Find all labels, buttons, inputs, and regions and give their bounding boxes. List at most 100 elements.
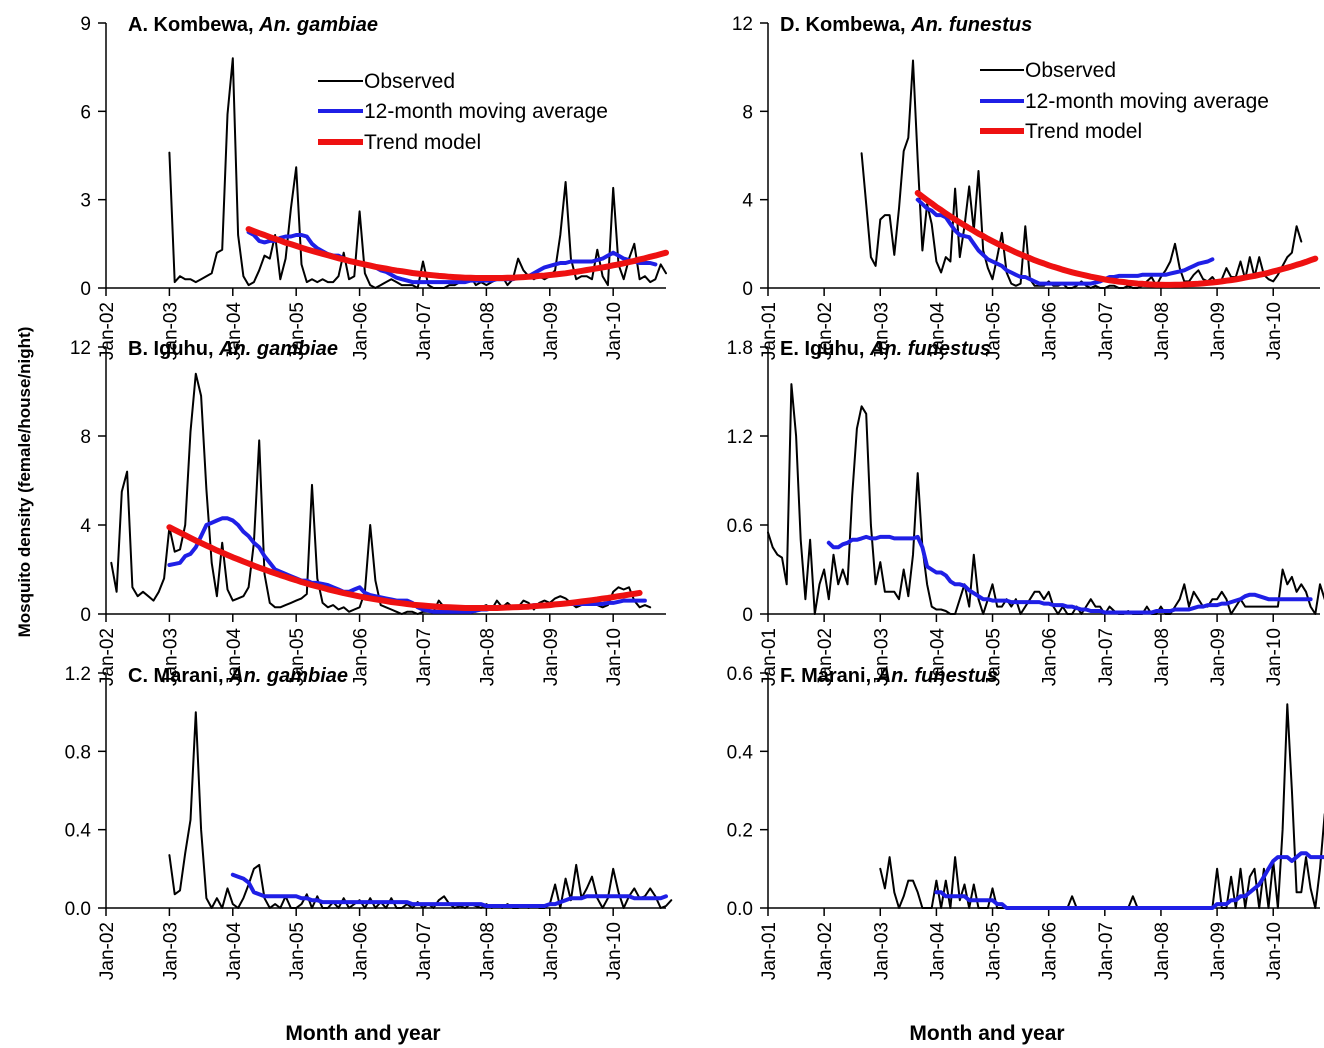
lines-layer — [110, 57, 1324, 910]
panel-e-y-tick-label: 1.2 — [727, 427, 753, 448]
panel-d-x-tick-label: Jan-03 — [871, 302, 892, 360]
panel-f-observed-line — [879, 703, 1324, 909]
panel-e-axes — [760, 346, 1320, 622]
legend-a: Observed 12-month moving average Trend m… — [318, 70, 608, 154]
panel-a-y-tick-label: 0 — [80, 279, 91, 300]
panel-a-y-tick-label: 3 — [80, 191, 91, 212]
panel-e-y-tick-label: 0.6 — [727, 516, 753, 537]
panel-a-y-tick-label: 6 — [80, 102, 91, 123]
panel-b-y-tick-label: 12 — [70, 338, 91, 359]
panel-f-title-species: An. funestus — [876, 665, 998, 687]
panel-f-x-tick-label: Jan-04 — [927, 922, 948, 981]
panel-a-title-site: A. Kombewa, — [128, 14, 259, 36]
axes-layer — [98, 22, 1320, 916]
panel-d-y-tick-label: 8 — [742, 102, 753, 123]
panel-e-x-tick-label: Jan-01 — [759, 628, 780, 686]
panel-e-title-site: E. Iguhu, — [780, 338, 870, 360]
panel-a-x-tick-label: Jan-03 — [160, 302, 181, 360]
panel-b-x-tick-label: Jan-08 — [477, 628, 498, 686]
panel-b-y-tick-label: 0 — [80, 605, 91, 626]
panel-f-title: F. Marani, An. funestus — [780, 665, 998, 687]
panel-c-y-tick-label: 1.2 — [65, 664, 91, 685]
panel-f-x-tick-label: Jan-08 — [1152, 922, 1173, 980]
panel-c-x-tick-label: Jan-09 — [541, 922, 562, 980]
panel-d-title: D. Kombewa, An. funestus — [780, 14, 1032, 36]
panel-d-x-tick-label: Jan-08 — [1152, 302, 1173, 360]
panel-a-x-tick-label: Jan-05 — [287, 302, 308, 360]
panel-e-x-tick-label: Jan-07 — [1096, 628, 1117, 686]
legend-a-trend-label: Trend model — [364, 131, 481, 154]
panel-a-x-tick-label: Jan-04 — [224, 302, 245, 361]
x-axis-label-right: Month and year — [909, 1022, 1064, 1045]
panel-f-x-tick-label: Jan-10 — [1264, 922, 1285, 980]
panel-c-title: C. Marani, An. gambiae — [128, 665, 348, 687]
panel-f-x-tick-label: Jan-07 — [1096, 922, 1117, 980]
panel-f-y-tick-label: 0.4 — [727, 742, 754, 763]
panel-b-x-tick-label: Jan-09 — [541, 628, 562, 686]
panel-b-y-tick-label: 4 — [80, 516, 91, 537]
panel-f-axes — [760, 672, 1320, 916]
panel-c-axes — [98, 672, 666, 916]
panel-f-title-site: F. Marani, — [780, 665, 877, 687]
panel-b-trend-model-line — [166, 524, 643, 611]
panel-e-x-tick-label: Jan-08 — [1152, 628, 1173, 686]
panel-d-title-species: An. funestus — [910, 14, 1032, 36]
panel-d-x-tick-label: Jan-10 — [1264, 302, 1285, 360]
panel-e-x-tick-label: Jan-04 — [927, 628, 948, 687]
panel-d-x-tick-label: Jan-04 — [927, 302, 948, 361]
legend-a-observed-label: Observed — [364, 70, 455, 93]
panel-d-x-tick-label: Jan-05 — [984, 302, 1005, 360]
panel-c-x-tick-label: Jan-02 — [97, 922, 118, 980]
panel-c-y-tick-label: 0.8 — [65, 742, 91, 763]
panel-a-title: A. Kombewa, An. gambiae — [128, 14, 378, 36]
panel-f-x-tick-label: Jan-05 — [984, 922, 1005, 980]
panel-e-y-tick-label: 1.8 — [727, 338, 753, 359]
panel-d-y-tick-label: 0 — [742, 279, 753, 300]
panel-b-x-tick-label: Jan-04 — [224, 628, 245, 687]
panel-a-x-tick-label: Jan-02 — [97, 302, 118, 360]
legend-a-ma-label: 12-month moving average — [364, 100, 608, 123]
x-axis-label-left: Month and year — [285, 1022, 440, 1045]
panel-b-x-tick-label: Jan-02 — [97, 628, 118, 686]
panel-d-y-tick-label: 12 — [732, 14, 753, 35]
panel-e-x-tick-label: Jan-06 — [1040, 628, 1061, 686]
panel-c-x-tick-label: Jan-05 — [287, 922, 308, 980]
panel-d-title-site: D. Kombewa, — [780, 14, 911, 36]
panel-e-x-tick-label: Jan-02 — [815, 628, 836, 686]
panel-c-title-site: C. Marani, — [128, 665, 229, 687]
panel-c-x-tick-label: Jan-03 — [160, 922, 181, 980]
panel-e-x-tick-label: Jan-09 — [1208, 628, 1229, 686]
panel-c-x-tick-label: Jan-06 — [351, 922, 372, 980]
panel-f-x-tick-label: Jan-03 — [871, 922, 892, 980]
panel-f-moving-average-line — [934, 851, 1324, 910]
panel-c-title-species: An. gambiae — [228, 665, 348, 687]
panel-b-x-tick-label: Jan-03 — [160, 628, 181, 686]
panel-a-x-tick-label: Jan-10 — [604, 302, 625, 360]
panel-b-title: B. Iguhu, An. gambiae — [128, 338, 338, 360]
panel-a-moving-average-line — [246, 230, 658, 285]
panel-f-x-tick-label: Jan-09 — [1208, 922, 1229, 980]
panel-f-x-tick-label: Jan-02 — [815, 922, 836, 980]
panel-e-moving-average-line — [826, 534, 1313, 615]
legend-d-ma-label: 12-month moving average — [1025, 90, 1269, 113]
panel-c-moving-average-line — [230, 872, 668, 908]
panel-a-trend-model-line — [245, 226, 669, 281]
panel-b-y-tick-label: 8 — [80, 427, 91, 448]
panel-f-y-tick-label: 0.0 — [727, 899, 753, 920]
panel-c-y-tick-label: 0.0 — [65, 899, 91, 920]
panel-b-x-tick-label: Jan-10 — [604, 628, 625, 686]
panel-a-title-species: An. gambiae — [258, 14, 378, 36]
panel-d-axes — [760, 22, 1320, 296]
panel-a-x-tick-label: Jan-06 — [351, 302, 372, 360]
panel-a-x-tick-label: Jan-08 — [477, 302, 498, 360]
panel-c-y-tick-label: 0.4 — [65, 821, 92, 842]
panel-f-x-tick-label: Jan-01 — [759, 922, 780, 980]
panel-d-x-tick-label: Jan-09 — [1208, 302, 1229, 360]
panel-c-x-tick-label: Jan-10 — [604, 922, 625, 980]
panel-d-observed-line — [860, 59, 1303, 289]
y-axis-label: Mosquito density (female/house/night) — [15, 327, 34, 638]
panel-e-x-tick-label: Jan-05 — [984, 628, 1005, 686]
panel-d-x-tick-label: Jan-02 — [815, 302, 836, 360]
panel-e-x-tick-label: Jan-10 — [1264, 628, 1285, 686]
